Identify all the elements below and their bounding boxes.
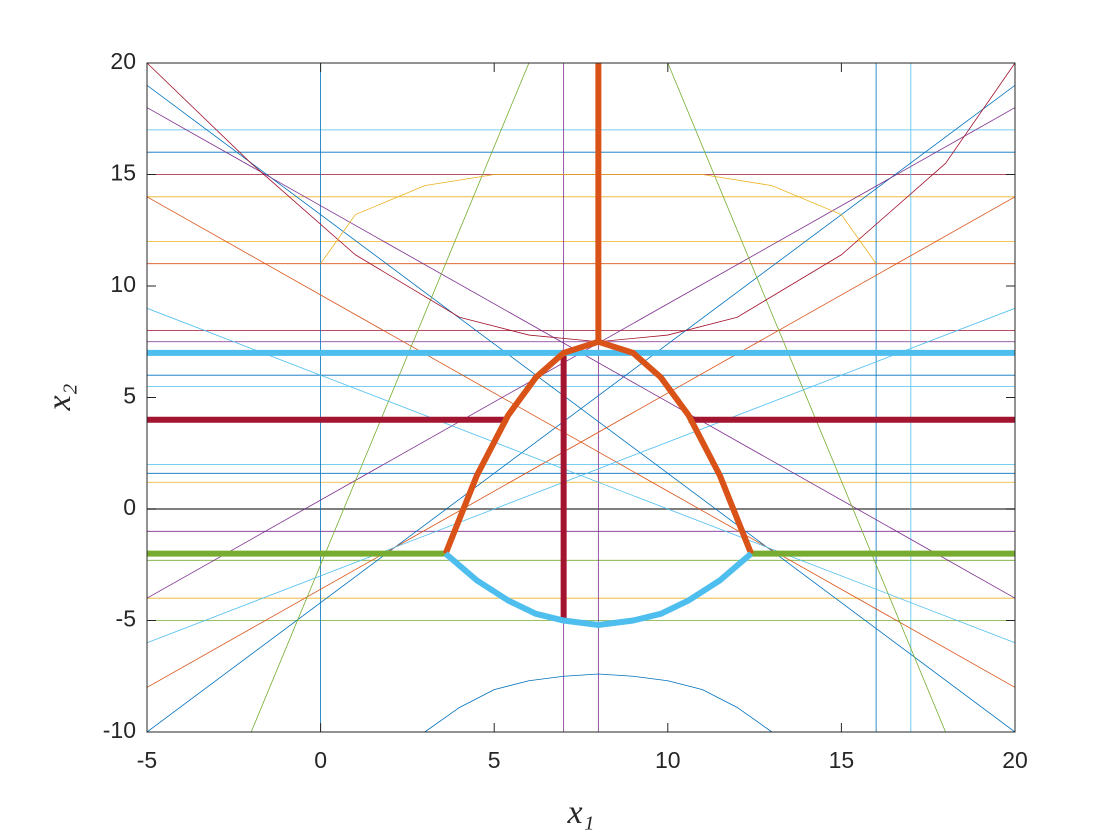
y-axis-label: x₂ [41, 384, 78, 412]
x-tick-label: 15 [829, 747, 855, 773]
plot-area [147, 63, 1015, 732]
x-tick-label: -5 [137, 747, 157, 773]
y-tick-label: -5 [116, 606, 136, 632]
y-tick-label: -10 [103, 717, 136, 743]
x-tick-label: 10 [655, 747, 681, 773]
data-line [147, 307, 1015, 644]
data-line [147, 196, 1015, 688]
data-line [147, 63, 1015, 343]
x-tick-label: 5 [488, 747, 501, 773]
y-tick-label: 10 [110, 271, 136, 297]
data-line [250, 63, 530, 732]
data-line [443, 551, 754, 628]
data-line [424, 673, 773, 732]
y-tick-label: 20 [110, 48, 136, 74]
x-tick-label: 20 [1002, 747, 1028, 773]
data-line [442, 338, 754, 555]
data-line [667, 63, 946, 732]
y-tick-label: 15 [110, 160, 136, 186]
y-tick-label: 0 [123, 494, 136, 520]
y-tick-label: 5 [123, 383, 136, 409]
data-line [147, 84, 1015, 732]
x-axis-label: x₁ [567, 794, 595, 831]
axes-box [146, 62, 1016, 733]
x-tick-label: 0 [314, 747, 327, 773]
